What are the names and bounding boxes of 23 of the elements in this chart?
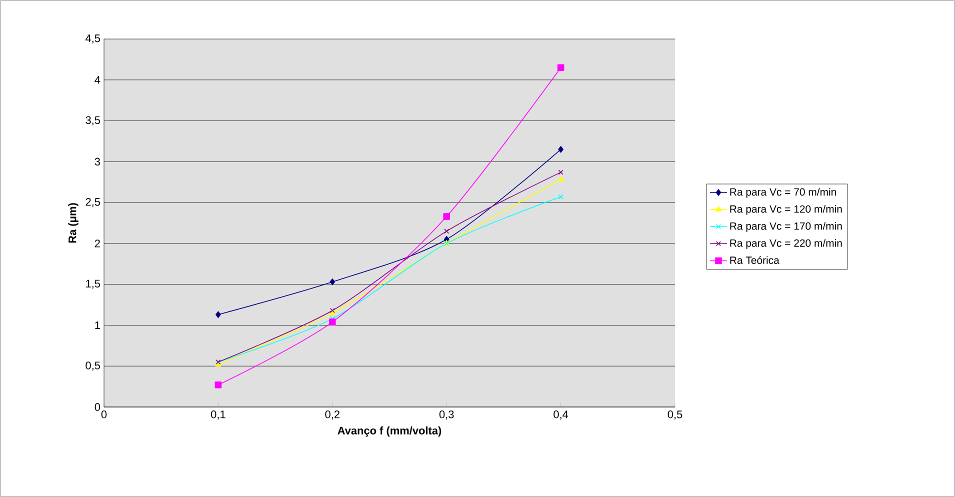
y-tick-label: 2 bbox=[94, 240, 100, 248]
x-tick-label: 0,2 bbox=[325, 410, 340, 420]
y-tick-label: 2,5 bbox=[86, 198, 100, 208]
y-axis-title: Ra (μm) bbox=[68, 203, 78, 243]
y-tick-label: 0,5 bbox=[86, 362, 100, 371]
x-tick-label: 0,3 bbox=[439, 410, 454, 420]
y-tick-label: 4,5 bbox=[85, 34, 100, 44]
legend-label: Ra para Vc = 120 m/min bbox=[730, 205, 842, 215]
y-tick-label: 1 bbox=[95, 321, 100, 329]
x-tick-label: 0,5 bbox=[668, 410, 682, 420]
legend-label: Ra Teórica bbox=[730, 256, 780, 264]
legend-label: Ra para Vc = 220 m/min bbox=[730, 239, 842, 249]
x-tick-label: 0 bbox=[101, 410, 107, 418]
y-tick-label: 1,5 bbox=[86, 280, 100, 289]
y-tick-label: 3 bbox=[94, 158, 100, 166]
x-tick-label: 0,4 bbox=[554, 410, 568, 420]
y-tick-label: 3,5 bbox=[86, 116, 100, 126]
legend-label: Ra para Vc = 70 m/min bbox=[730, 188, 836, 198]
x-axis-title: Avanço f (mm/volta) bbox=[338, 426, 442, 437]
y-tick-label: 0 bbox=[94, 403, 100, 411]
x-tick-label: 0,1 bbox=[211, 410, 226, 420]
legend-label: Ra para Vc = 170 m/min bbox=[730, 222, 842, 232]
y-tick-label: 4 bbox=[94, 76, 100, 84]
